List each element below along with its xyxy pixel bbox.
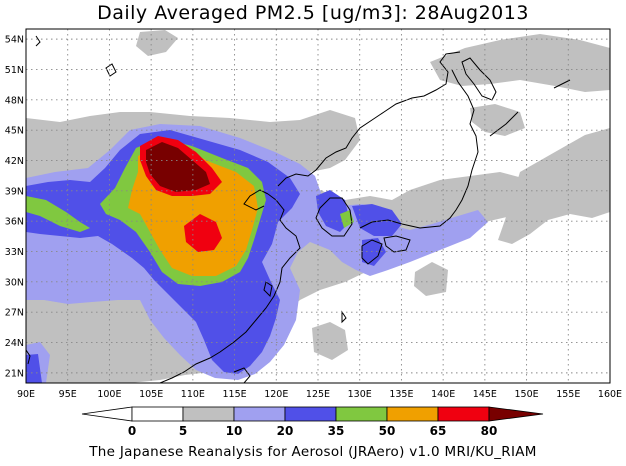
map-frame xyxy=(25,28,611,384)
lon-tick-label: 95E xyxy=(59,389,77,400)
colorbar-segment xyxy=(233,406,286,422)
lon-tick-label: 130E xyxy=(348,389,372,400)
colorbar-label: 35 xyxy=(328,424,345,438)
lon-tick-label: 140E xyxy=(431,389,455,400)
graticule xyxy=(26,29,610,383)
lon-tick-label: 100E xyxy=(97,389,121,400)
colorbar-segment xyxy=(284,406,337,422)
colorbar-label: 0 xyxy=(128,424,136,438)
latitude-labels: 54N 51N 48N 45N 42N 39N 36N 33N 30N 27N 24N 21N xyxy=(5,35,24,380)
lat-tick-label: 45N xyxy=(5,126,24,137)
colorbar-label: 65 xyxy=(430,424,447,438)
colorbar-arrow-low xyxy=(81,406,133,422)
lon-tick-label: 105E xyxy=(139,389,163,400)
lon-tick-label: 135E xyxy=(389,389,413,400)
lon-tick-label: 125E xyxy=(306,389,330,400)
lon-tick-label: 145E xyxy=(473,389,497,400)
colorbar-label: 50 xyxy=(379,424,396,438)
footer-credit: The Japanese Reanalysis for Aerosol (JRA… xyxy=(89,444,537,460)
colorbar-label: 10 xyxy=(226,424,243,438)
colorbar-segment xyxy=(386,406,439,422)
concentration-fields xyxy=(26,30,610,383)
colorbar-arrow-high xyxy=(488,406,544,422)
lat-tick-label: 27N xyxy=(5,308,24,319)
lon-tick-label: 155E xyxy=(556,389,580,400)
colorbar xyxy=(81,406,544,422)
field-gt80 xyxy=(146,142,210,192)
longitude-labels: 90E 95E 100E 105E 110E 115E 120E 125E 130E 135E 14… xyxy=(17,389,622,400)
lat-tick-label: 48N xyxy=(5,95,24,106)
colorbar-label: 20 xyxy=(277,424,294,438)
colorbar-segment xyxy=(182,406,235,422)
lat-tick-label: 42N xyxy=(5,156,24,167)
colorbar-segment xyxy=(335,406,388,422)
lon-tick-label: 115E xyxy=(223,389,247,400)
lat-tick-label: 30N xyxy=(5,277,24,288)
lat-tick-label: 36N xyxy=(5,217,24,228)
lat-tick-label: 33N xyxy=(5,247,24,258)
lon-tick-label: 120E xyxy=(264,389,288,400)
coastlines xyxy=(26,35,571,383)
lat-tick-label: 51N xyxy=(5,65,24,76)
lon-tick-label: 150E xyxy=(515,389,539,400)
lat-tick-label: 21N xyxy=(5,368,24,379)
lat-tick-label: 54N xyxy=(5,35,24,46)
lon-tick-label: 160E xyxy=(598,389,622,400)
colorbar-segment xyxy=(131,406,184,422)
map-title: Daily Averaged PM2.5 [ug/m3]: 28Aug2013 xyxy=(97,2,529,24)
colorbar-label: 80 xyxy=(481,424,498,438)
lon-tick-label: 110E xyxy=(181,389,205,400)
colorbar-segment xyxy=(437,406,490,422)
lat-tick-label: 24N xyxy=(5,338,24,349)
lon-tick-label: 90E xyxy=(17,389,35,400)
colorbar-label: 5 xyxy=(179,424,187,438)
colorbar-labels: 0 5 10 20 35 50 65 80 xyxy=(128,424,498,438)
lat-tick-label: 39N xyxy=(5,186,24,197)
